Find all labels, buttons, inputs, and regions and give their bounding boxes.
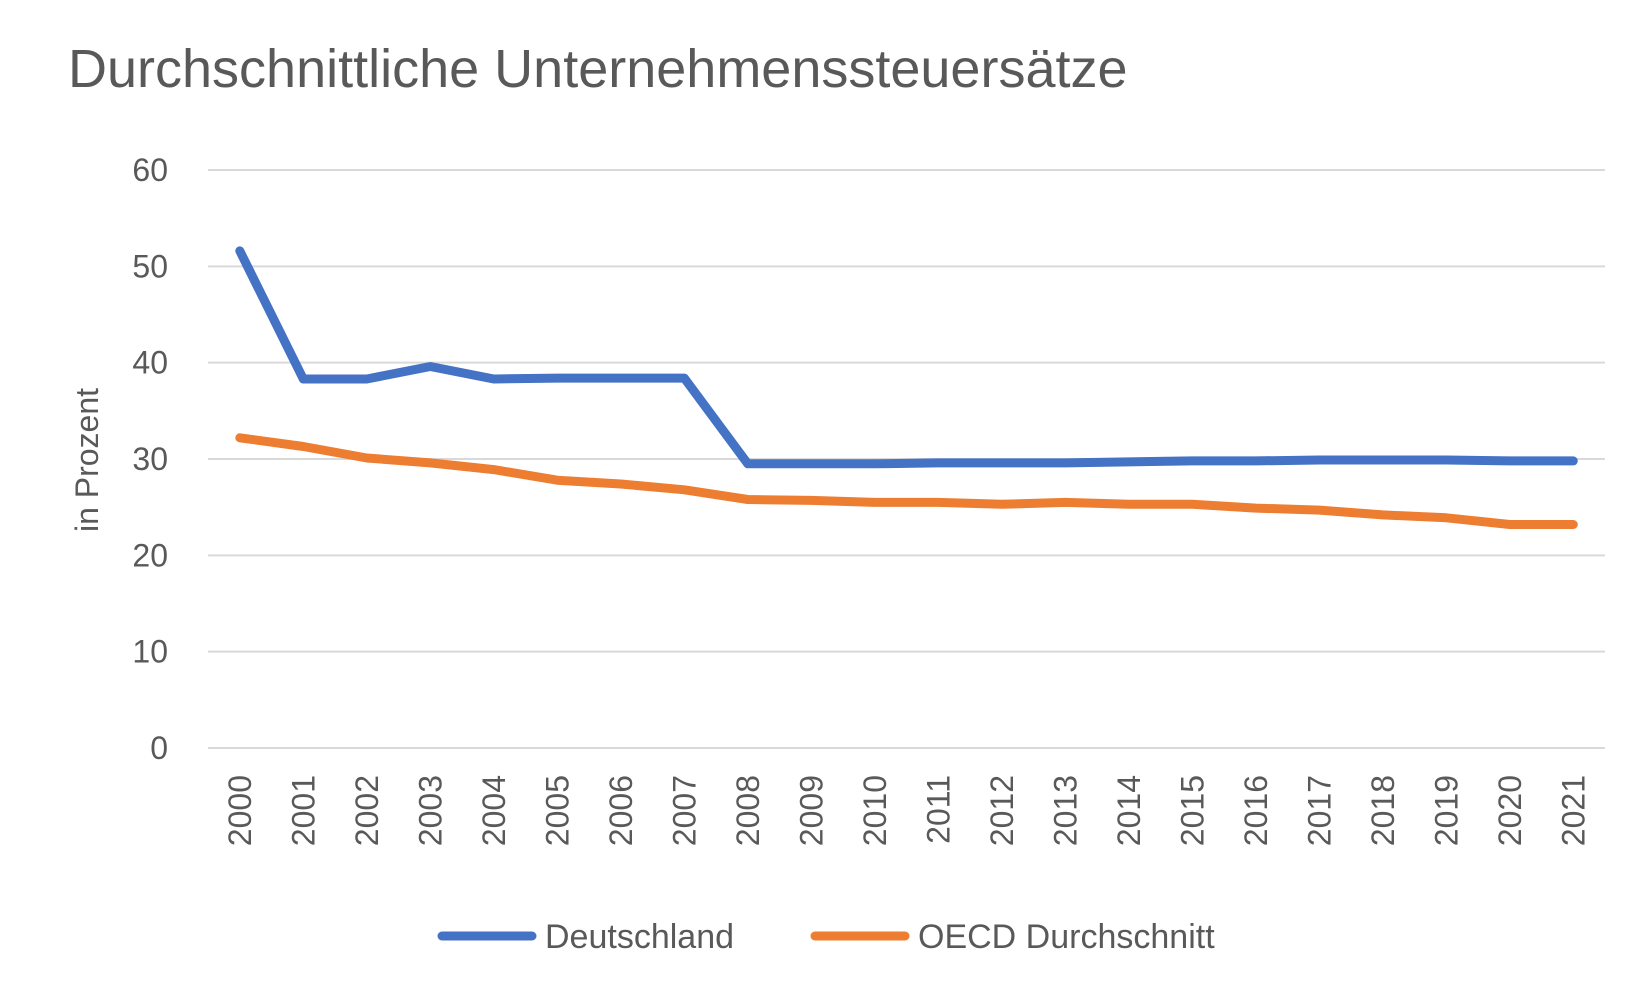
- x-tick-label: 2016: [1238, 775, 1274, 846]
- x-tick-label: 2002: [349, 775, 385, 846]
- x-tick-label: 2006: [603, 775, 639, 846]
- x-tick-label: 2003: [412, 775, 448, 846]
- x-tick-label: 2018: [1365, 775, 1401, 846]
- x-tick-label: 2019: [1428, 775, 1464, 846]
- x-tick-label: 2009: [793, 775, 829, 846]
- x-tick-label: 2010: [857, 775, 893, 846]
- x-tick-label: 2020: [1492, 775, 1528, 846]
- x-tick-label: 2005: [539, 775, 575, 846]
- x-tick-label: 2008: [730, 775, 766, 846]
- y-tick-label: 60: [132, 152, 168, 188]
- series-lines: [235, 246, 1578, 529]
- gridlines: [208, 169, 1605, 749]
- legend: Deutschland OECD Durchschnitt: [437, 918, 1215, 956]
- y-tick-label: 40: [132, 345, 168, 381]
- x-tick-label: 2004: [476, 775, 512, 846]
- y-axis-title: in Prozent: [69, 388, 105, 532]
- x-tick-label: 2015: [1174, 775, 1210, 846]
- series-line-0: [235, 246, 1578, 469]
- legend-label: OECD Durchschnitt: [918, 918, 1215, 956]
- x-tick-label: 2001: [285, 775, 321, 846]
- y-tick-label: 30: [132, 441, 168, 477]
- x-tick-label: 2013: [1047, 775, 1083, 846]
- legend-label: Deutschland: [545, 918, 734, 956]
- x-tick-label: 2007: [666, 775, 702, 846]
- x-tick-label: 2021: [1555, 775, 1591, 846]
- y-tick-label: 0: [150, 730, 168, 766]
- x-tick-label: 2014: [1111, 775, 1147, 846]
- chart-title: Durchschnittliche Unternehmenssteuersätz…: [68, 39, 1128, 99]
- x-tick-label: 2011: [920, 775, 956, 844]
- x-tick-label: 2017: [1301, 775, 1337, 846]
- y-tick-label: 20: [132, 537, 168, 573]
- y-tick-label: 50: [132, 248, 168, 284]
- series-line-1: [235, 433, 1578, 529]
- y-tick-label: 10: [132, 634, 168, 670]
- x-axis-tick-labels: 2000 2001 2002 2003 2004 2005 2006 2007 2008 2009…: [222, 775, 1592, 846]
- x-tick-label: 2000: [222, 775, 258, 846]
- y-axis-tick-labels: 0 10 20 30 40 50 60: [132, 152, 168, 766]
- x-tick-label: 2012: [984, 775, 1020, 846]
